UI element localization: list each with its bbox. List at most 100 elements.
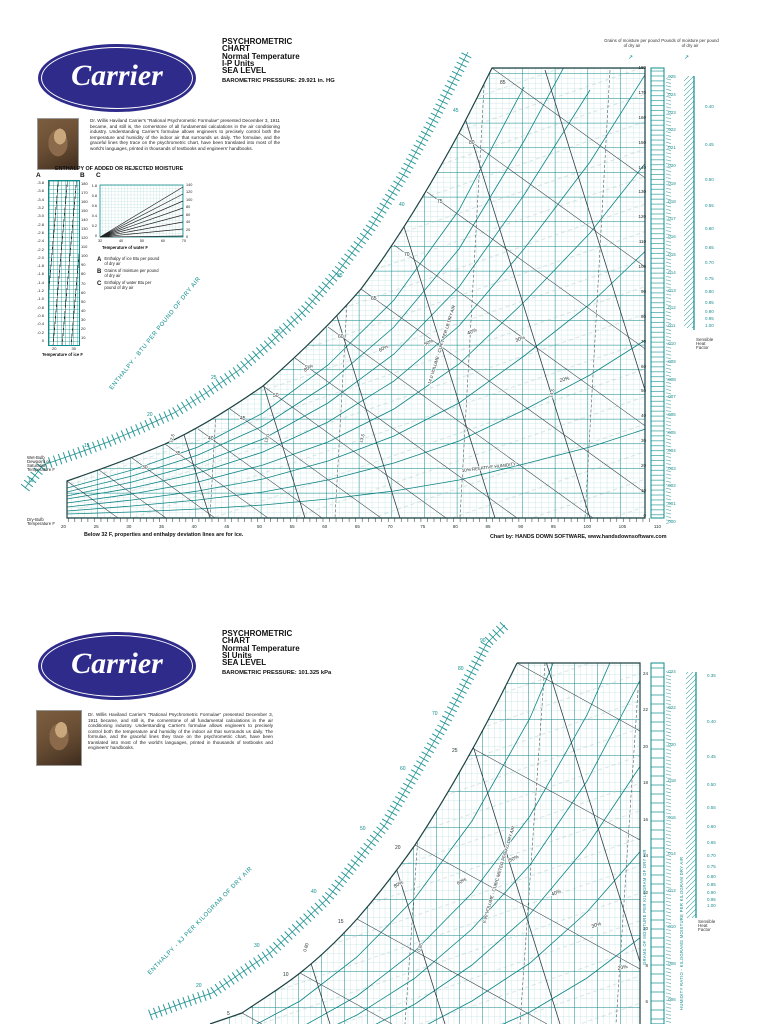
wet-bulb-axis-line: Dewpoint or [27,459,50,464]
grains-tick: 30 [640,438,646,444]
c-right-value: 80 [186,205,191,210]
dry-bulb-tick: 95 [550,524,556,529]
wet-bulb-lines [67,68,645,518]
a-value: -3.2 [37,204,44,210]
ice-axis-values: 20 30 [52,346,76,351]
inset-heading: ENTHALPY OF ADDED OR REJECTED MOISTURE [55,166,184,172]
pounds-tick: .024 [667,91,676,97]
grains-tick: 130 [638,189,646,195]
a-value: -1.0 [37,296,44,302]
grains-tick: 70 [640,338,646,344]
wet-bulb-lines [241,663,640,1024]
dry-bulb-axis-line: Temperature F [27,521,55,526]
ice-axis-label: Temperature of ice F [42,352,83,357]
rh-label: 40% [466,327,478,337]
c-left-value: 0.4 [91,214,97,218]
legend-key: C [97,281,102,288]
b-value: 160 [81,199,88,205]
grains-tick: 170 [638,89,646,95]
c-left-value: 0.2 [91,224,97,228]
title-line: CHART [222,636,250,646]
rh-label: 30% [591,921,603,930]
enthalpy-tick: 15 [84,443,90,449]
wet-bulb-axis-line: Wet-Bulb [27,455,45,460]
dry-bulb-axis-labels: 20 25 30 35 40 45 50 55 60 65 70 75 80 85 90 95 100 105 11… [61,524,661,529]
rh-label: 80% [393,879,405,889]
grains-tick: 40 [640,413,646,419]
b-value: 120 [81,235,88,241]
a-value: 0 [41,337,44,343]
a-value: -2.0 [37,254,44,260]
b-value: 90 [81,262,86,268]
shf-tick: 1.00 [705,323,714,328]
pounds-tick: .021 [667,145,676,151]
pounds-tick: .009 [667,358,676,364]
enthalpy-tick: 60 [400,766,406,772]
grams-tick: 18 [642,780,648,786]
pounds-tick: .004 [667,447,676,453]
page2-title: PSYCHROMETRIC CHART Normal Temperature SI U… [222,629,372,667]
shf-tick: 0.95 [705,316,714,321]
c-left-value: 0 [94,234,97,238]
grams-tick: 12 [642,889,648,895]
shf-tick: 0.90 [705,309,714,314]
title-line: CHART [222,44,250,54]
grains-tick: 50 [640,388,646,394]
saturation-temp-tick: 70 [404,252,410,258]
b-value: 130 [81,226,88,232]
rh-curves [67,68,645,515]
pounds-scale-ticks [666,76,671,524]
rh-label: 30% [515,335,527,344]
kg-tick: .014 [667,851,676,857]
a-value: -1.2 [37,288,44,294]
saturation-temp-tick: 50 [273,393,279,399]
enthalpy-tick: 90 [480,638,486,644]
a-value: -2.4 [37,238,44,244]
pounds-tick: .006 [667,412,676,418]
shf-tick: 0.75 [705,276,714,281]
pounds-tick-labels: .025 .024 .023 .022 .021 .020 .019 .018 .017 .016… [667,74,685,524]
title-line: SEA LEVEL [222,66,267,76]
saturation-temp-tick: 55 [305,365,311,371]
pounds-tick: .020 [667,162,676,168]
rh-label: 50% [423,338,435,348]
enthalpy-scale-line [24,51,469,489]
carrier-logo-text: Carrier [71,647,163,680]
volume-label: 14.5 [548,388,556,398]
grains-tick: 80 [640,313,646,319]
saturation-temp-tick: 35 [175,451,181,457]
dry-bulb-tick: 35 [158,524,164,529]
a-value: -3.8 [37,180,44,185]
inset-c-right-axis: 140 120 100 80 60 40 20 0 [186,183,198,239]
inset-b-values: 180 170 160 150 140 130 120 110 100 90 80 70 60 50 40 3… [81,182,95,340]
pounds-tick: .000 [667,518,676,524]
enthalpy-axis-label: ENTHALPY - kJ PER KILOGRAM OF DRY AIR [147,866,254,977]
saturation-temp-tick: 30 [142,465,148,471]
title-line: Normal Temperature [222,51,300,61]
a-value: -1.6 [37,271,44,277]
dry-bulb-tick: 80 [452,524,458,529]
inset-c-left-axis: 1.8 0.8 0.6 0.4 0.2 0 [86,184,97,238]
c-right-value: 140 [186,183,193,187]
rh-label: 60% [456,877,468,887]
saturation-temp-tick: 5 [227,1011,230,1017]
wet-bulb-axis-label: Wet-Bulb Dewpoint or Saturation Temperature… [27,455,55,472]
shf-caption-line: Sensible [696,337,714,342]
c-right-value: 120 [186,190,193,195]
grams-axis-label: GRAMS OF MOISTURE PER KILOGRAM OF DRY AI… [642,849,647,965]
b-value: 170 [81,190,88,196]
dry-bulb-axis-line: Dry-Bulb [27,517,44,522]
dry-bulb-tick: 70 [387,524,393,529]
pounds-tick: .011 [667,323,676,329]
pounds-tick: .013 [667,287,676,293]
shf-tick: 0.45 [707,754,716,759]
saturation-temp-tick: 10 [283,972,289,978]
dry-bulb-tick: 110 [653,524,661,529]
kg-axis-label: HUMIDITY RATIO - KILOGRAMS MOISTURE PER … [679,856,684,1010]
shf-tick: 0.65 [707,840,716,845]
grams-tick-labels: 24 22 20 18 16 14 12 10 8 6 [630,671,648,1004]
shf-tick: 0.70 [707,853,716,858]
enthalpy-tick: 45 [453,108,459,114]
enthalpy-tick: 40 [311,889,317,895]
shf-tick: 0.65 [705,245,714,250]
